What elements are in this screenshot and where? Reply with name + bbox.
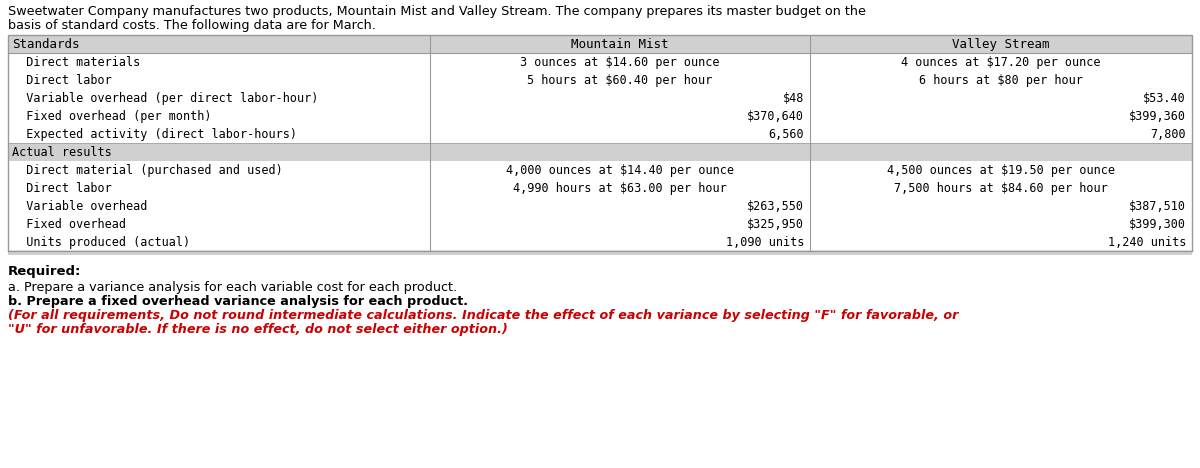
Text: b. Prepare a fixed overhead variance analysis for each product.: b. Prepare a fixed overhead variance ana… [8, 295, 468, 308]
Bar [8, 35, 1192, 251]
Text: 6 hours at $80 per hour: 6 hours at $80 per hour [919, 74, 1082, 87]
Text: $53.40: $53.40 [1144, 92, 1186, 105]
Text: (For all requirements, Do not round intermediate calculations. Indicate the effe: (For all requirements, Do not round inte… [8, 309, 959, 322]
Bar [8, 89, 1192, 107]
Text: 4,500 ounces at $19.50 per ounce: 4,500 ounces at $19.50 per ounce [887, 164, 1115, 177]
Text: Direct labor: Direct labor [12, 74, 112, 87]
Text: 1,090 units: 1,090 units [726, 236, 804, 249]
Bar [8, 197, 1192, 215]
Bar [8, 107, 1192, 125]
Text: Mountain Mist: Mountain Mist [571, 38, 668, 51]
Text: $399,360: $399,360 [1129, 110, 1186, 123]
Text: $263,550: $263,550 [746, 200, 804, 213]
Bar [8, 251, 1192, 255]
Text: 7,800: 7,800 [1151, 128, 1186, 141]
Text: 4,990 hours at $63.00 per hour: 4,990 hours at $63.00 per hour [514, 182, 727, 195]
Text: Fixed overhead (per month): Fixed overhead (per month) [12, 110, 211, 123]
Text: Direct material (purchased and used): Direct material (purchased and used) [12, 164, 283, 177]
Bar [8, 179, 1192, 197]
Text: Standards: Standards [12, 38, 79, 51]
Bar [8, 161, 1192, 179]
Text: 7,500 hours at $84.60 per hour: 7,500 hours at $84.60 per hour [894, 182, 1108, 195]
Text: Expected activity (direct labor-hours): Expected activity (direct labor-hours) [12, 128, 298, 141]
Text: Variable overhead (per direct labor-hour): Variable overhead (per direct labor-hour… [12, 92, 318, 105]
Bar [8, 215, 1192, 233]
Text: a. Prepare a variance analysis for each variable cost for each product.: a. Prepare a variance analysis for each … [8, 281, 457, 294]
Text: 5 hours at $60.40 per hour: 5 hours at $60.40 per hour [527, 74, 713, 87]
Text: Units produced (actual): Units produced (actual) [12, 236, 190, 249]
Text: $48: $48 [782, 92, 804, 105]
Text: $325,950: $325,950 [746, 218, 804, 231]
Text: Sweetwater Company manufactures two products, Mountain Mist and Valley Stream. T: Sweetwater Company manufactures two prod… [8, 5, 866, 18]
Text: basis of standard costs. The following data are for March.: basis of standard costs. The following d… [8, 19, 376, 32]
Text: Valley Stream: Valley Stream [953, 38, 1050, 51]
Bar [8, 143, 1192, 161]
Text: Variable overhead: Variable overhead [12, 200, 148, 213]
Text: $399,300: $399,300 [1129, 218, 1186, 231]
Text: 3 ounces at $14.60 per ounce: 3 ounces at $14.60 per ounce [521, 56, 720, 69]
Text: Required:: Required: [8, 265, 82, 278]
Bar [8, 71, 1192, 89]
Text: Actual results: Actual results [12, 146, 112, 159]
Text: 1,240 units: 1,240 units [1108, 236, 1186, 249]
Bar [8, 53, 1192, 71]
Text: Direct labor: Direct labor [12, 182, 112, 195]
Text: $370,640: $370,640 [746, 110, 804, 123]
Text: Direct materials: Direct materials [12, 56, 140, 69]
Text: 4 ounces at $17.20 per ounce: 4 ounces at $17.20 per ounce [901, 56, 1100, 69]
Text: 6,560: 6,560 [768, 128, 804, 141]
Bar [8, 233, 1192, 251]
Text: "U" for unfavorable. If there is no effect, do not select either option.): "U" for unfavorable. If there is no effe… [8, 323, 508, 336]
Bar [8, 35, 1192, 53]
Text: $387,510: $387,510 [1129, 200, 1186, 213]
Text: Fixed overhead: Fixed overhead [12, 218, 126, 231]
Bar [8, 125, 1192, 143]
Text: 4,000 ounces at $14.40 per ounce: 4,000 ounces at $14.40 per ounce [506, 164, 734, 177]
